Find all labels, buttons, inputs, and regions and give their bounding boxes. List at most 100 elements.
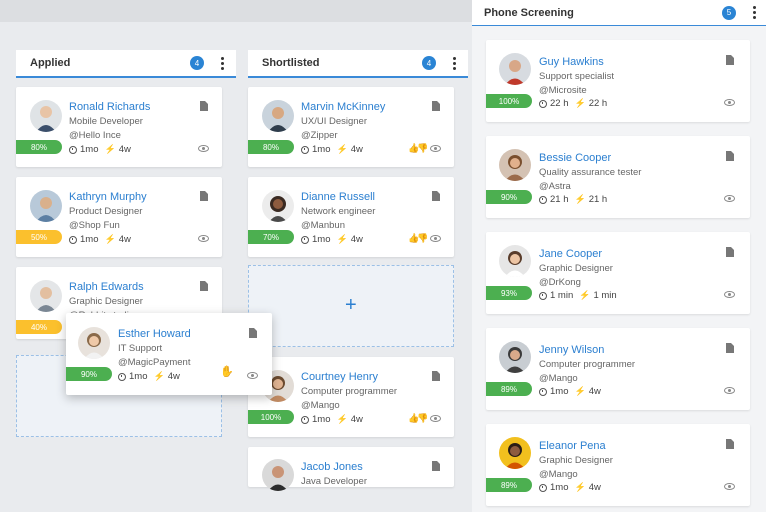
candidate-name[interactable]: Courtney Henry — [301, 371, 379, 383]
document-icon[interactable] — [726, 55, 734, 65]
bolt-icon: ⚡ — [153, 371, 165, 381]
column-shortlisted: Shortlisted 4 — [248, 50, 468, 78]
candidate-name[interactable]: Jenny Wilson — [539, 344, 605, 356]
candidate-meta: 1mo ⚡ 4w — [69, 234, 131, 245]
eye-icon[interactable] — [724, 483, 735, 490]
candidate-company: @Hello Ince — [69, 130, 121, 141]
candidate-company: @Mango — [539, 373, 578, 384]
thumbs-icon[interactable]: 👍👎 — [408, 413, 428, 423]
candidate-name[interactable]: Dianne Russell — [301, 191, 375, 203]
candidate-company: @Shop Fun — [69, 220, 120, 231]
eye-icon[interactable] — [724, 99, 735, 106]
bolt-icon: ⚡ — [574, 386, 586, 396]
avatar — [262, 459, 294, 491]
column-header: Shortlisted 4 — [248, 50, 468, 78]
score-badge: 40% — [16, 320, 62, 334]
candidate-name[interactable]: Eleanor Pena — [539, 440, 606, 452]
candidate-company: @Astra — [539, 181, 571, 192]
eye-icon[interactable] — [198, 235, 209, 242]
document-icon[interactable] — [432, 191, 440, 201]
document-icon[interactable] — [726, 247, 734, 257]
document-icon[interactable] — [432, 101, 440, 111]
candidate-role: Graphic Designer — [69, 296, 143, 307]
clock-icon — [539, 99, 547, 108]
candidate-role: Mobile Developer — [69, 116, 143, 127]
candidate-company: @Zipper — [301, 130, 338, 141]
candidate-name[interactable]: Marvin McKinney — [301, 101, 386, 113]
candidate-card[interactable]: Jenny Wilson Computer programmer @Mango … — [486, 328, 750, 410]
document-icon[interactable] — [200, 281, 208, 291]
candidate-meta: 1mo ⚡ 4w — [301, 144, 363, 155]
candidate-card[interactable]: Courtney Henry Computer programmer @Mang… — [248, 357, 454, 437]
candidate-role: Graphic Designer — [539, 263, 613, 274]
eye-icon[interactable] — [198, 145, 209, 152]
candidate-card[interactable]: Jane Cooper Graphic Designer @DrKong 1 m… — [486, 232, 750, 314]
candidate-card[interactable]: Dianne Russell Network engineer @Manbun … — [248, 177, 454, 257]
column-applied: Applied 4 — [16, 50, 236, 78]
candidate-card[interactable]: Kathryn Murphy Product Designer @Shop Fu… — [16, 177, 222, 257]
drop-zone[interactable]: + — [248, 265, 454, 347]
bolt-icon: ⚡ — [579, 290, 591, 300]
candidate-card[interactable]: Ronald Richards Mobile Developer @Hello … — [16, 87, 222, 167]
document-icon[interactable] — [249, 328, 257, 338]
candidate-role: Support specialist — [539, 71, 614, 82]
score-badge: 89% — [486, 382, 532, 396]
eye-icon[interactable] — [430, 415, 441, 422]
avatar — [499, 53, 531, 85]
document-icon[interactable] — [432, 461, 440, 471]
candidate-name[interactable]: Ronald Richards — [69, 101, 151, 113]
more-options-icon[interactable] — [216, 55, 228, 71]
panel-header: Phone Screening 5 — [472, 0, 766, 26]
candidate-name[interactable]: Kathryn Murphy — [69, 191, 147, 203]
clock-icon — [301, 235, 309, 244]
score-badge: 90% — [486, 190, 532, 204]
candidate-name[interactable]: Ralph Edwards — [69, 281, 144, 293]
candidate-name[interactable]: Esther Howard — [118, 328, 191, 340]
thumbs-icon[interactable]: 👍👎 — [408, 143, 428, 153]
clock-icon — [539, 291, 547, 300]
candidate-name[interactable]: Guy Hawkins — [539, 56, 604, 68]
eye-icon[interactable] — [724, 291, 735, 298]
score-badge: 89% — [486, 478, 532, 492]
candidate-name[interactable]: Jacob Jones — [301, 461, 363, 473]
candidate-card[interactable]: Eleanor Pena Graphic Designer @Mango 1mo… — [486, 424, 750, 506]
panel-title: Phone Screening — [484, 6, 574, 19]
clock-icon — [69, 235, 77, 244]
count-badge: 4 — [422, 56, 436, 70]
candidate-meta: 1mo ⚡ 4w — [539, 386, 601, 397]
candidate-card[interactable]: Guy Hawkins Support specialist @Microsit… — [486, 40, 750, 122]
bolt-icon: ⚡ — [336, 144, 348, 154]
document-icon[interactable] — [726, 151, 734, 161]
count-badge: 4 — [190, 56, 204, 70]
more-options-icon[interactable] — [748, 5, 760, 21]
more-options-icon[interactable] — [448, 55, 460, 71]
add-icon[interactable]: + — [345, 294, 357, 316]
eye-icon[interactable] — [724, 387, 735, 394]
eye-icon[interactable] — [430, 145, 441, 152]
document-icon[interactable] — [726, 439, 734, 449]
candidate-role: Java Developer — [301, 476, 368, 487]
avatar — [30, 280, 62, 312]
candidate-card[interactable]: Bessie Cooper Quality assurance tester @… — [486, 136, 750, 218]
document-icon[interactable] — [726, 343, 734, 353]
document-icon[interactable] — [200, 101, 208, 111]
dragging-candidate-card[interactable]: Esther Howard IT Support @MagicPayment 1… — [66, 313, 272, 395]
candidate-card[interactable]: Jacob Jones Java Developer — [248, 447, 454, 491]
count-badge: 5 — [722, 5, 736, 20]
candidate-name[interactable]: Jane Cooper — [539, 248, 602, 260]
document-icon[interactable] — [432, 371, 440, 381]
score-badge: 100% — [248, 410, 294, 424]
candidate-meta: 1mo ⚡ 4w — [301, 414, 363, 425]
eye-icon[interactable] — [724, 195, 735, 202]
candidate-meta: 1mo ⚡ 4w — [69, 144, 131, 155]
candidate-role: Computer programmer — [539, 359, 636, 370]
candidate-role: Product Designer — [69, 206, 143, 217]
document-icon[interactable] — [200, 191, 208, 201]
eye-icon[interactable] — [430, 235, 441, 242]
thumbs-icon[interactable]: 👍👎 — [408, 233, 428, 243]
avatar — [499, 149, 531, 181]
candidate-meta: 1mo ⚡ 4w — [118, 371, 180, 382]
eye-icon[interactable] — [247, 372, 258, 379]
candidate-card[interactable]: Marvin McKinney UX/UI Designer @Zipper 1… — [248, 87, 454, 167]
candidate-name[interactable]: Bessie Cooper — [539, 152, 612, 164]
